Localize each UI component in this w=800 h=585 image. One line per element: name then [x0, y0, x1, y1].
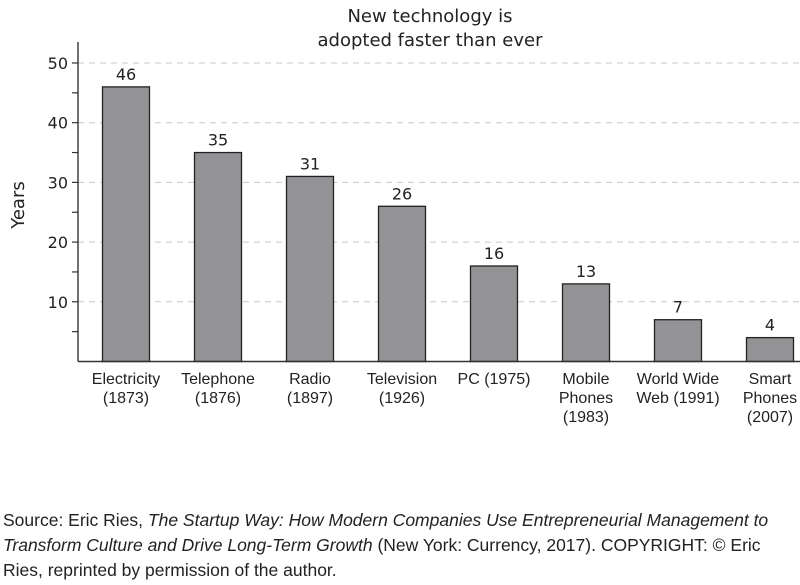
chart-title: New technology is — [347, 6, 512, 27]
x-tick-label: Telephone (1876) — [174, 370, 262, 408]
x-tick-label-line: (1873) — [102, 390, 150, 407]
x-tick-label: Electricity (1873) — [82, 370, 170, 408]
y-tick-label: 40 — [48, 114, 68, 133]
y-tick-label: 50 — [48, 54, 68, 73]
caption-book-title: The Startup Way: How Modern Companies Us… — [3, 510, 769, 555]
bar — [377, 205, 427, 363]
y-tick-label: 30 — [48, 173, 68, 192]
data-label: 46 — [116, 65, 136, 84]
data-label: 13 — [576, 262, 596, 281]
caption-prefix: Source: Eric Ries, — [3, 510, 148, 530]
y-tick-label: 10 — [48, 293, 68, 312]
x-tick-label-line: (1926) — [378, 390, 426, 407]
x-tick-label-line: Web (1991) — [636, 390, 720, 407]
source-caption: Source: Eric Ries, The Startup Way: How … — [3, 508, 798, 583]
x-tick-label-line: (1897) — [286, 390, 334, 407]
chart-title: adopted faster than ever — [318, 30, 544, 51]
x-tick-label: World Wide Web (1991) — [634, 370, 722, 408]
x-tick-label-line: World Wide — [636, 371, 720, 388]
x-tick-label-line: (1876) — [194, 390, 242, 407]
x-tick-label: PC (1975) — [450, 370, 538, 389]
x-tick-label-line: Electricity — [91, 371, 161, 388]
x-tick-label-line: (2007) — [746, 409, 794, 426]
data-label: 7 — [673, 298, 683, 317]
data-label: 26 — [392, 184, 412, 203]
y-tick-label: 20 — [48, 233, 68, 252]
bar — [561, 283, 611, 363]
bar — [285, 175, 335, 363]
x-tick-label-line: Mobile Phones — [558, 371, 614, 407]
x-tick-label-line: Telephone — [181, 371, 255, 388]
bar — [193, 151, 243, 363]
data-label: 16 — [484, 244, 504, 263]
bar — [745, 336, 795, 363]
data-label: 4 — [765, 316, 775, 335]
data-label: 35 — [208, 131, 228, 150]
x-tick-label-line: Television — [366, 371, 438, 388]
bar — [101, 86, 151, 363]
x-tick-label: Television (1926) — [358, 370, 446, 408]
bar-chart: New technology is adopted faster than eve… — [8, 6, 800, 363]
bar — [653, 319, 703, 363]
y-axis-label: Years — [8, 181, 29, 230]
x-tick-label-line: PC (1975) — [457, 371, 531, 388]
data-label: 31 — [300, 154, 320, 173]
bar — [469, 265, 519, 363]
x-tick-label: Smart Phones (2007) — [726, 370, 800, 427]
x-tick-label-line: (1983) — [562, 409, 610, 426]
x-tick-label-line: Radio — [289, 371, 331, 388]
x-tick-label: Radio (1897) — [266, 370, 354, 408]
x-tick-label-line: Smart Phones — [742, 371, 798, 407]
caption-suffix: (New York: Currency, 2017). COPYRIGHT: ©… — [3, 535, 761, 580]
x-tick-label: Mobile Phones (1983) — [542, 370, 630, 427]
